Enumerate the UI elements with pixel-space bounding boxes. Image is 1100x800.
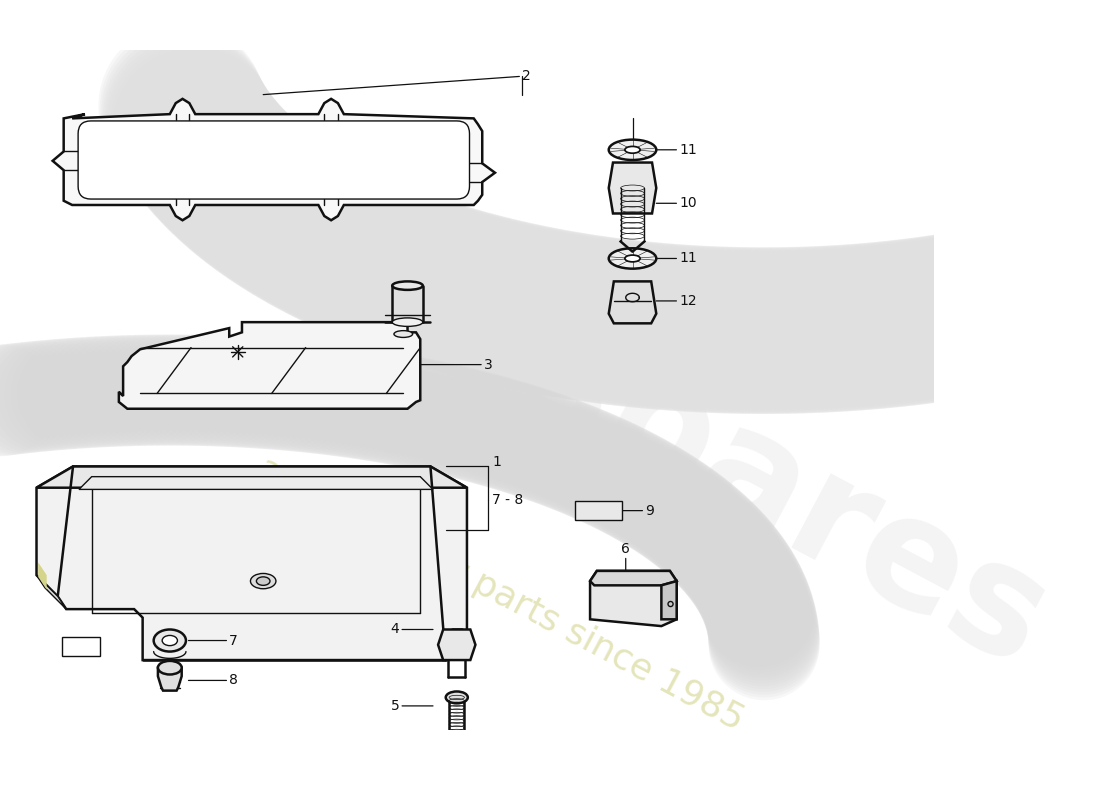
Ellipse shape	[608, 248, 657, 269]
Polygon shape	[590, 571, 676, 586]
Polygon shape	[608, 162, 657, 214]
Polygon shape	[590, 571, 676, 626]
Text: 3: 3	[420, 358, 493, 372]
FancyBboxPatch shape	[78, 121, 470, 199]
Polygon shape	[53, 99, 495, 220]
Polygon shape	[438, 630, 475, 660]
Ellipse shape	[608, 140, 657, 160]
Text: 9: 9	[621, 504, 654, 518]
Ellipse shape	[256, 577, 270, 586]
Ellipse shape	[393, 282, 422, 290]
Text: 8: 8	[188, 674, 238, 687]
Polygon shape	[79, 477, 433, 490]
Ellipse shape	[158, 661, 182, 674]
Ellipse shape	[625, 146, 640, 153]
Ellipse shape	[625, 255, 640, 262]
Text: 12: 12	[657, 294, 696, 308]
Text: 6: 6	[621, 542, 630, 579]
Text: eurospares: eurospares	[150, 114, 1072, 699]
Polygon shape	[36, 575, 66, 609]
Polygon shape	[608, 282, 657, 323]
Ellipse shape	[251, 574, 276, 589]
Text: 10: 10	[657, 196, 696, 210]
Polygon shape	[36, 466, 468, 660]
Polygon shape	[661, 581, 676, 619]
Polygon shape	[119, 322, 420, 409]
Text: 7 - 8: 7 - 8	[493, 494, 524, 507]
Ellipse shape	[154, 630, 186, 651]
Polygon shape	[39, 562, 46, 590]
Polygon shape	[36, 466, 468, 488]
Text: 5: 5	[390, 699, 433, 713]
Text: 2: 2	[263, 69, 531, 94]
Text: a passion for parts since 1985: a passion for parts since 1985	[252, 450, 750, 737]
Ellipse shape	[394, 330, 412, 338]
Text: 11: 11	[657, 251, 697, 266]
Bar	[575, 502, 622, 520]
Bar	[62, 637, 100, 656]
Ellipse shape	[393, 318, 422, 326]
Ellipse shape	[446, 691, 468, 703]
Text: 1: 1	[493, 455, 502, 470]
Ellipse shape	[162, 635, 177, 646]
Polygon shape	[158, 668, 182, 690]
Text: 4: 4	[390, 622, 433, 637]
Text: 11: 11	[657, 143, 697, 157]
Text: 7: 7	[188, 634, 238, 647]
